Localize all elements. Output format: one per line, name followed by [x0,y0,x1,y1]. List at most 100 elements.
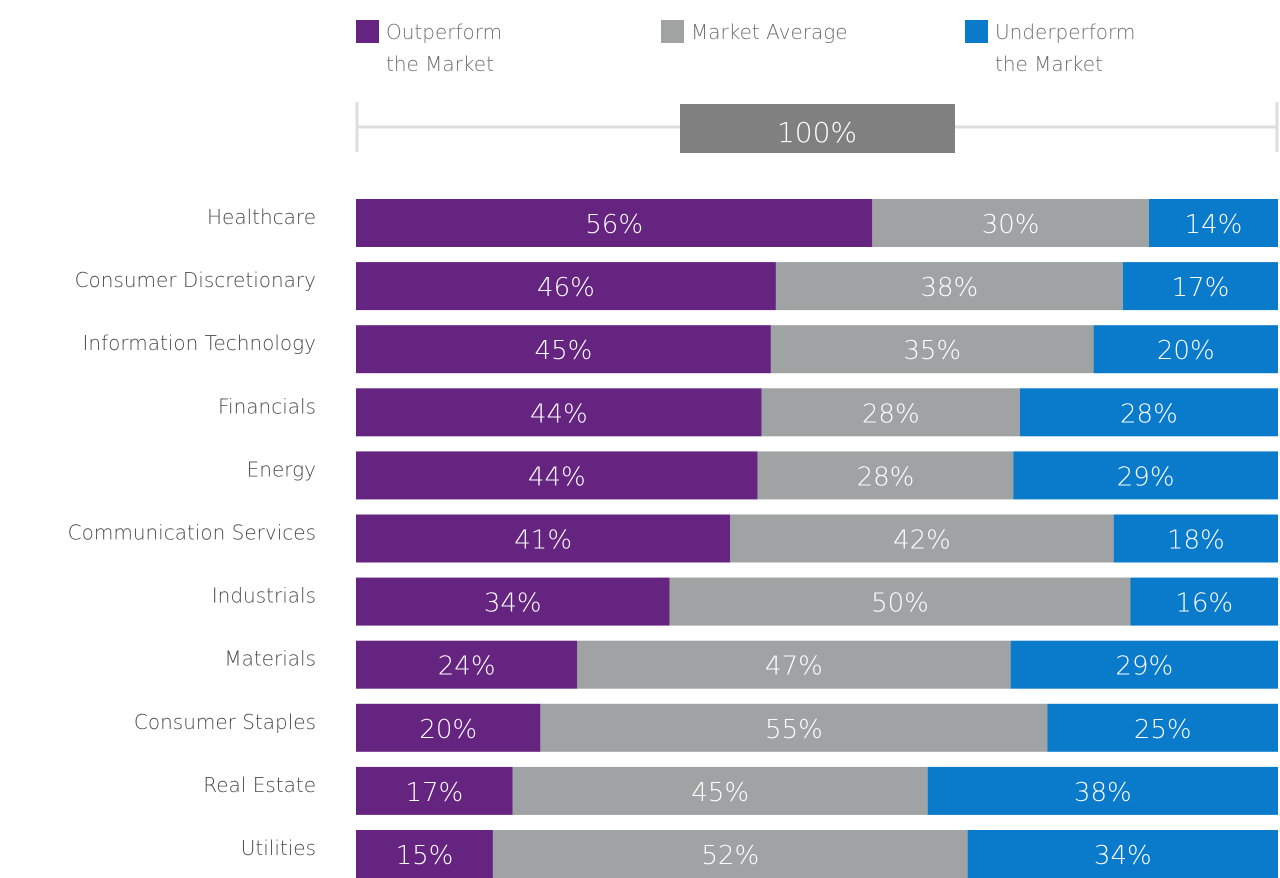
data-label: 24% [438,652,496,682]
data-label: 15% [396,841,454,871]
bar-row: Information Technology 45% 35% 20% [83,325,1278,374]
bar-segment-underperform [1122,262,1278,311]
bar-segment-outperform [356,325,771,374]
bar-segment-market_average [757,451,1014,500]
bar-segment-outperform [356,766,513,815]
bar-row: Communication Services 41% 42% 18% [68,514,1278,563]
data-label: 28% [857,462,915,492]
data-label: 17% [1172,273,1230,303]
bar-row: Real Estate 17% 45% 38% [203,766,1278,815]
data-label: 44% [530,399,588,429]
bar-segment-outperform [356,514,731,563]
bar-row: Consumer Discretionary 46% 38% 17% [75,262,1278,311]
bar-row: Healthcare 56% 30% 14% [207,199,1278,247]
data-label: 50% [871,589,929,619]
data-label: 56% [585,210,643,240]
data-label: 45% [535,336,593,366]
scale-indicator: 100% [355,102,1279,153]
data-label: 14% [1185,210,1243,240]
category-label: Energy [247,457,316,481]
data-label: 20% [1157,336,1215,366]
data-label: 42% [893,526,951,556]
category-label: Consumer Staples [134,710,316,734]
bar-segment-market_average [775,262,1123,311]
category-label: Financials [218,394,316,418]
bar-segment-market_average [730,514,1114,563]
legend-swatch-outperform [356,20,379,43]
data-label: 55% [765,715,823,745]
data-label: 20% [419,715,477,745]
bar-segment-market_average [761,388,1020,437]
category-label: Consumer Discretionary [75,268,316,292]
bar-row: Industrials 34% 50% 16% [212,577,1278,626]
bar-segment-outperform [356,830,493,878]
data-label: 17% [405,778,463,808]
bar-row: Materials 24% 47% 29% [224,640,1278,689]
bar-segment-underperform [1010,640,1278,689]
bar-segment-market_average [577,640,1011,689]
data-label: 38% [920,273,978,303]
legend-label: Market Average [691,20,848,44]
scale-box [680,104,955,153]
data-label: 16% [1175,589,1233,619]
data-label: 38% [1074,778,1132,808]
bar-segment-underperform [1113,514,1278,563]
data-label: 34% [484,589,542,619]
bar-segment-underperform [1019,388,1278,437]
data-label: 46% [537,273,595,303]
data-label: 34% [1094,841,1152,871]
data-label: 28% [862,399,920,429]
category-label: Communication Services [68,521,316,545]
data-label: 18% [1167,526,1225,556]
bar-row: Financials 44% 28% 28% [218,388,1278,437]
legend-item-market_average: Market Average [661,20,848,44]
category-label: Industrials [212,584,316,608]
data-label: 28% [1120,399,1178,429]
bar-segment-outperform [356,640,578,689]
legend-label: Outperform [386,20,502,44]
bar-segment-underperform [1148,199,1278,247]
legend-swatch-market_average [661,20,684,43]
legend: Outperform the Market Market Average Underp… [356,20,1135,76]
data-label: 45% [691,778,749,808]
data-label: 30% [982,210,1040,240]
legend-item-underperform: Underperform the Market [965,20,1135,76]
scale-label: 100% [777,116,857,149]
category-label: Information Technology [83,331,316,355]
bar-segment-market_average [512,766,928,815]
legend-label: Underperform [995,20,1135,44]
bar-segment-outperform [356,262,776,311]
legend-label: the Market [995,52,1103,76]
bar-row: Energy 44% 28% 29% [247,451,1278,500]
data-label: 29% [1117,462,1175,492]
data-label: 41% [514,526,572,556]
bar-segment-underperform [1047,703,1278,752]
legend-item-outperform: Outperform the Market [356,20,502,76]
data-label: 44% [528,462,586,492]
data-label: 52% [701,841,759,871]
bar-segment-outperform [356,388,762,437]
bar-segment-underperform [927,766,1278,815]
category-label: Real Estate [203,773,316,797]
bar-segment-market_average [872,199,1149,247]
data-label: 35% [903,336,961,366]
bar-segment-underperform [967,830,1278,878]
data-label: 25% [1134,715,1192,745]
bar-segment-underperform [1093,325,1278,374]
bar-segment-outperform [356,199,873,247]
bar-segment-market_average [492,830,968,878]
bar-row: Utilities 15% 52% 34% [241,830,1278,878]
category-label: Materials [224,647,316,671]
category-label: Utilities [241,836,316,860]
bar-segment-underperform [1130,577,1278,626]
data-label: 29% [1115,652,1173,682]
legend-label: the Market [386,52,494,76]
bars: Healthcare 56% 30% 14% Consumer Discretionar… [68,199,1278,878]
bar-segment-market_average [540,703,1048,752]
bar-segment-outperform [356,703,541,752]
bar-row: Consumer Staples 20% 55% 25% [134,703,1278,752]
bar-segment-market_average [770,325,1094,374]
category-label: Healthcare [207,205,316,229]
bar-segment-underperform [1013,451,1278,500]
